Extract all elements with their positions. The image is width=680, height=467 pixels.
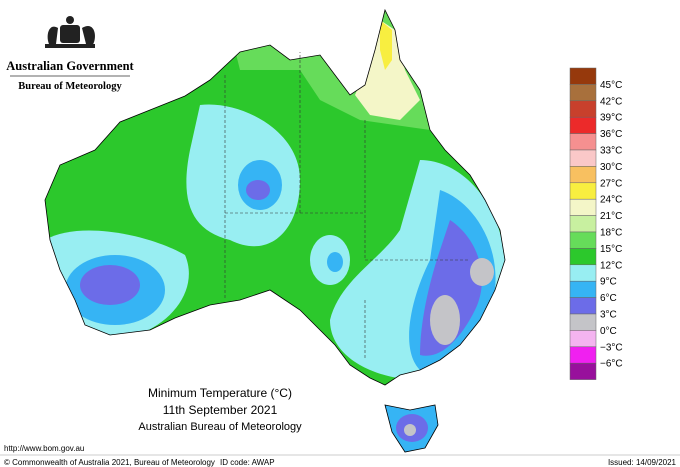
legend-label: 45°C	[600, 80, 622, 91]
legend-swatch	[569, 198, 597, 216]
legend-swatch	[569, 182, 597, 200]
legend: 45°C 42°C 39°C 36°C 33°C 30°C 27°C 24°C 21°C 18°C…	[569, 67, 623, 380]
legend-swatch	[569, 297, 597, 315]
government-name: Australian Government	[6, 59, 134, 73]
legend-swatch	[569, 346, 597, 364]
legend-swatch	[569, 84, 597, 102]
legend-label: −3°C	[600, 342, 623, 353]
legend-label: 33°C	[600, 146, 622, 157]
legend-swatch	[569, 280, 597, 298]
legend-label: 6°C	[600, 293, 617, 304]
coat-of-arms	[45, 16, 95, 48]
legend-swatch	[569, 215, 597, 233]
legend-label: 12°C	[600, 260, 622, 271]
legend-label: 27°C	[600, 178, 622, 189]
footer-copyright: © Commonwealth of Australia 2021, Bureau…	[4, 458, 215, 467]
tasmania-outline	[384, 404, 439, 453]
legend-label: 42°C	[600, 96, 622, 107]
legend-swatch	[569, 133, 597, 151]
footer-issued: Issued: 14/09/2021	[608, 458, 677, 467]
legend-label: −6°C	[600, 359, 623, 370]
legend-label: 30°C	[600, 162, 622, 173]
map-date: 11th September 2021	[163, 403, 278, 417]
map-source: Australian Bureau of Meteorology	[138, 421, 302, 433]
legend-label: 39°C	[600, 113, 622, 124]
legend-label: 21°C	[600, 211, 622, 222]
bureau-name: Bureau of Meteorology	[18, 81, 122, 92]
legend-swatch	[569, 149, 597, 167]
legend-swatch	[569, 166, 597, 184]
legend-label: 3°C	[600, 310, 617, 321]
legend-swatch	[569, 67, 597, 85]
state-borders	[224, 52, 470, 360]
legend-swatch	[569, 248, 597, 266]
legend-label: 24°C	[600, 195, 622, 206]
footer-url: http://www.bom.gov.au	[4, 444, 84, 453]
legend-label: 9°C	[600, 277, 617, 288]
legend-swatch	[569, 231, 597, 249]
legend-swatch	[569, 264, 597, 282]
legend-swatch	[569, 313, 597, 331]
legend-swatch	[569, 116, 597, 134]
legend-swatch	[569, 362, 597, 380]
coastline	[44, 8, 506, 386]
footer-id-code: ID code: AWAP	[220, 458, 275, 467]
legend-label: 36°C	[600, 129, 622, 140]
map-title: Minimum Temperature (°C)	[148, 386, 292, 400]
legend-swatch	[569, 100, 597, 118]
legend-label: 0°C	[600, 326, 617, 337]
legend-label: 18°C	[600, 228, 622, 239]
legend-label: 15°C	[600, 244, 622, 255]
legend-swatch	[569, 330, 597, 348]
